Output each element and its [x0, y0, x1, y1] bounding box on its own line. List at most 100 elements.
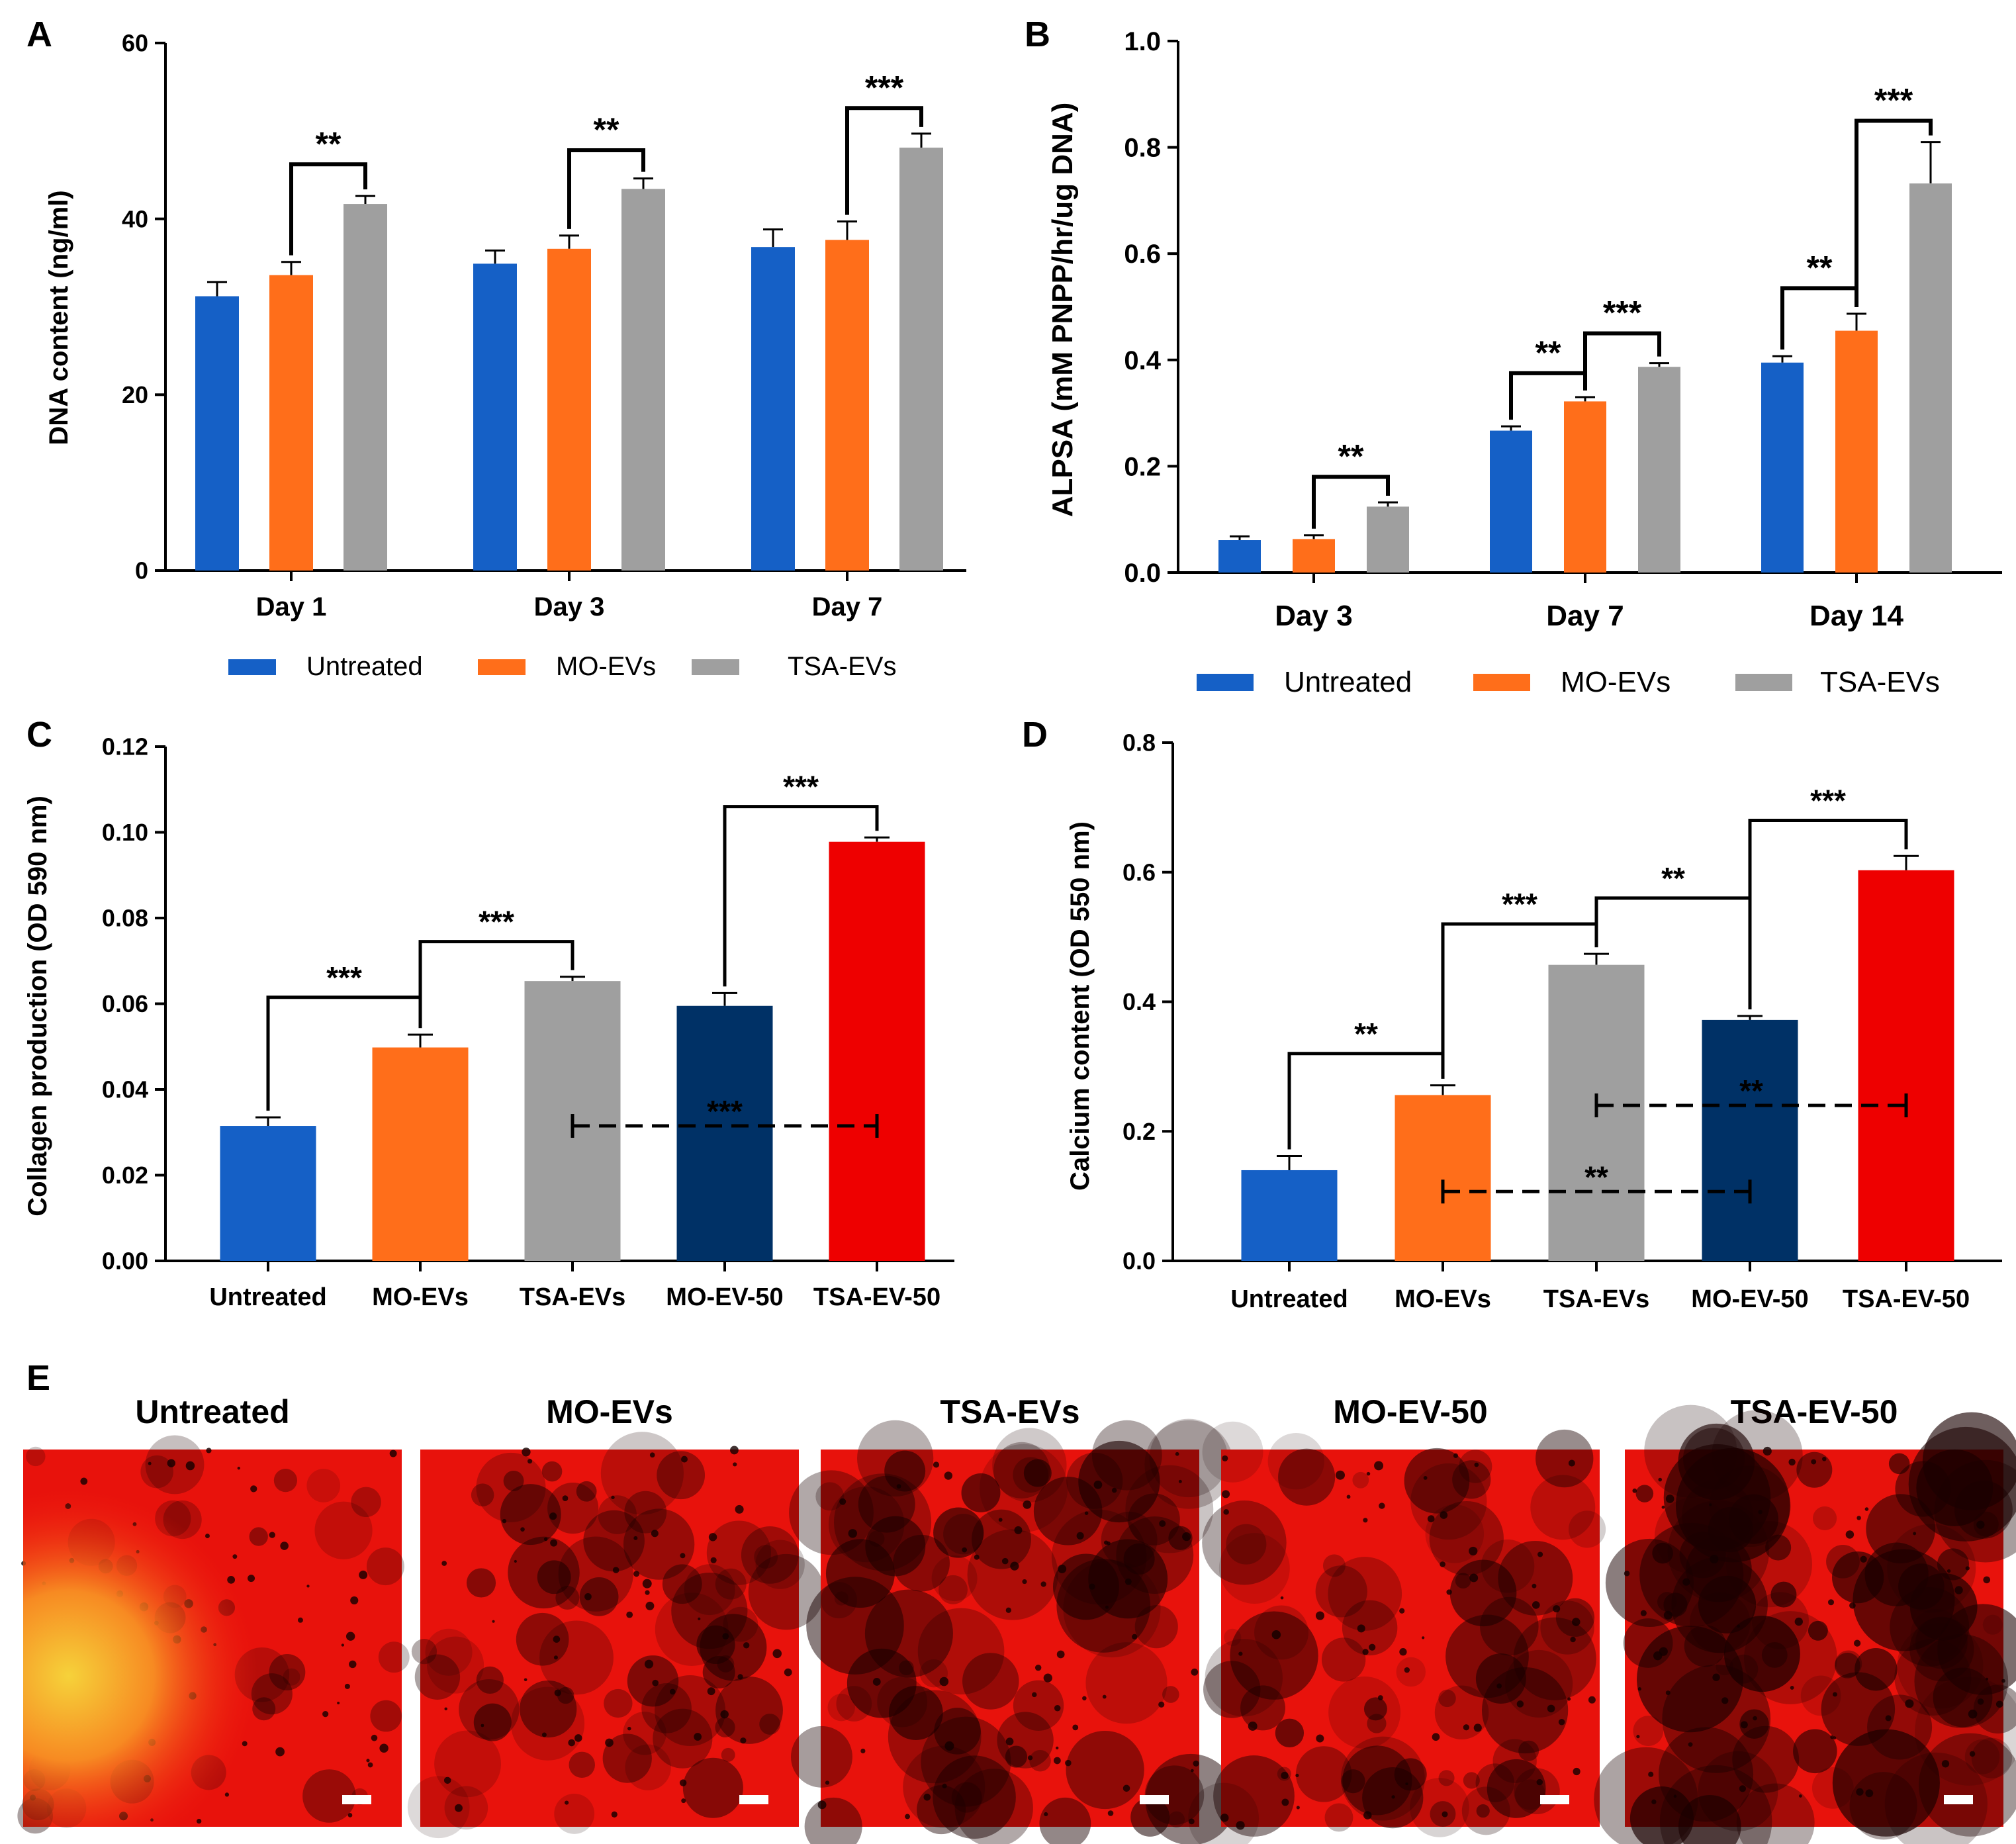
micrograph-dark-region — [554, 1793, 595, 1834]
chart-b-y-tick-label: 0.4 — [1124, 346, 1161, 375]
micrograph-dark-region — [939, 1575, 968, 1604]
chart-c-bar-tsa50 — [829, 841, 925, 1261]
micrograph-speck — [1223, 1509, 1229, 1515]
chart-c-y-tick-label: 0.04 — [102, 1076, 148, 1103]
chart-b: ALPSA (mM PNPP/hr/ug DNA) 0.0 0.2 0.4 0.6 0.… — [1046, 27, 2002, 632]
micrograph-dark-region — [1866, 1494, 1936, 1564]
micrograph-speck — [1058, 1564, 1067, 1573]
micrograph-speck — [1537, 1551, 1543, 1557]
micrograph-dark-region — [476, 1666, 504, 1694]
micrograph-dark-region — [1835, 1652, 1860, 1679]
micrograph-speck — [633, 1571, 640, 1577]
micrograph-speck — [441, 1561, 447, 1566]
chart-a-significance-label: *** — [865, 69, 904, 106]
chart-a: DNA content (ng/ml) 0 20 40 60 Day 1 Day 3 Day… — [44, 30, 966, 622]
micrograph-dark-region — [1278, 1448, 1336, 1506]
micrograph-speck — [1193, 1760, 1199, 1767]
chart-b-x-tick-label: Day 3 — [1275, 600, 1352, 632]
micrograph-speck — [1651, 1799, 1657, 1804]
micrograph-speck — [649, 1452, 655, 1458]
micrograph-dark-region — [1438, 1770, 1455, 1786]
micrograph-0 — [17, 1435, 410, 1834]
micrograph-speck — [825, 1780, 830, 1785]
micrograph-speck — [1712, 1673, 1720, 1681]
micrograph-dark-region — [1732, 1726, 1800, 1793]
micrograph-dark-region — [1342, 1745, 1412, 1816]
micrograph-dark-region — [1475, 1653, 1526, 1704]
micrograph-dark-region — [992, 1428, 1067, 1502]
chart-b-significance-label: *** — [1874, 81, 1913, 118]
micrograph-dark-region — [508, 1536, 580, 1609]
micrograph-speck — [1833, 1692, 1837, 1697]
micrograph-dark-region — [604, 1688, 633, 1718]
micrograph-dark-region — [539, 1620, 614, 1695]
micrograph-speck — [1673, 1794, 1677, 1798]
micrograph-dark-region — [1678, 1795, 1741, 1844]
micrograph-speck — [1860, 1555, 1867, 1563]
micrograph-dark-region — [623, 1712, 666, 1755]
chart-b-significance-label: ** — [1807, 249, 1833, 286]
micrograph-dark-region — [1964, 1739, 2000, 1775]
micrograph-speck — [1710, 1554, 1719, 1564]
chart-c-bar-mo50 — [676, 1005, 773, 1261]
micrograph-dark-region — [1328, 1557, 1402, 1631]
micrograph-dark-region — [1736, 1783, 1815, 1844]
micrograph-dark-region — [723, 1606, 758, 1642]
micrograph-speck — [1363, 1811, 1372, 1820]
micrograph-dark-region — [555, 1586, 580, 1610]
micrograph-speck — [444, 1707, 447, 1711]
micrograph-dark-region — [1085, 1642, 1168, 1724]
micrograph-speck — [1947, 1569, 1951, 1573]
micrograph-speck — [1366, 1471, 1371, 1476]
chart-a-x-tick-label: Day 1 — [256, 592, 327, 622]
micrograph-dark-region — [755, 1540, 805, 1589]
micrograph-speck — [1377, 1695, 1383, 1700]
micrograph-dark-region — [1518, 1740, 1539, 1761]
micrograph-mineral-glow — [23, 1450, 402, 1827]
micrograph-dark-region — [1023, 1459, 1052, 1487]
micrograph-speck — [1624, 1571, 1630, 1577]
micrograph-speck — [553, 1655, 558, 1660]
micrograph-dark-region — [1909, 1573, 1978, 1641]
micrograph-speck — [942, 1783, 947, 1788]
micrograph-speck — [1175, 1452, 1179, 1456]
micrograph-title: TSA-EVs — [940, 1393, 1079, 1430]
micrograph-speck — [1977, 1698, 1984, 1705]
micrograph-speck — [1636, 1735, 1640, 1739]
micrograph-speck — [1335, 1470, 1345, 1480]
micrograph-dark-region — [961, 1473, 1001, 1512]
micrograph-speck — [817, 1800, 827, 1810]
legend-a-label-mo: MO-EVs — [556, 652, 656, 681]
micrograph-dark-region — [1796, 1452, 1833, 1488]
micrograph-dark-region — [1800, 1675, 1841, 1716]
micrograph-dark-region — [1918, 1733, 2016, 1837]
chart-d-x-tick-label: MO-EVs — [1395, 1285, 1491, 1313]
micrograph-speck — [1399, 1608, 1405, 1614]
micrograph-speck — [627, 1726, 631, 1731]
micrograph-speck — [1558, 1718, 1565, 1726]
micrograph-speck — [1346, 1495, 1351, 1499]
micrograph-dark-region — [706, 1520, 772, 1585]
micrograph-speck — [698, 1617, 701, 1620]
chart-a-significance-bracket — [567, 148, 645, 229]
micrograph-speck — [1423, 1476, 1428, 1480]
chart-c-x-tick-label: Untreated — [209, 1283, 326, 1311]
micrograph-speck — [1827, 1599, 1835, 1606]
micrograph-speck — [681, 1455, 688, 1463]
micrograph-dark-region — [1162, 1686, 1179, 1703]
micrograph-speck — [651, 1530, 659, 1538]
micrograph-dark-region — [1535, 1429, 1594, 1488]
chart-b-bar-untreated — [1490, 430, 1532, 573]
micrograph-speck — [1865, 1789, 1874, 1798]
chart-b-y-tick-label: 0.0 — [1124, 559, 1161, 588]
micrograph-dark-region — [1425, 1504, 1485, 1563]
micrograph-speck — [896, 1484, 901, 1489]
micrograph-dark-region — [917, 1608, 1005, 1695]
micrograph-speck — [1469, 1546, 1478, 1556]
micrograph-dark-region — [1149, 1418, 1228, 1498]
micrograph-dark-region — [893, 1534, 950, 1592]
chart-c-x-tick-label: MO-EV-50 — [666, 1283, 783, 1311]
micrograph-speck — [1043, 1673, 1052, 1683]
micrograph-speck — [1572, 1618, 1581, 1626]
